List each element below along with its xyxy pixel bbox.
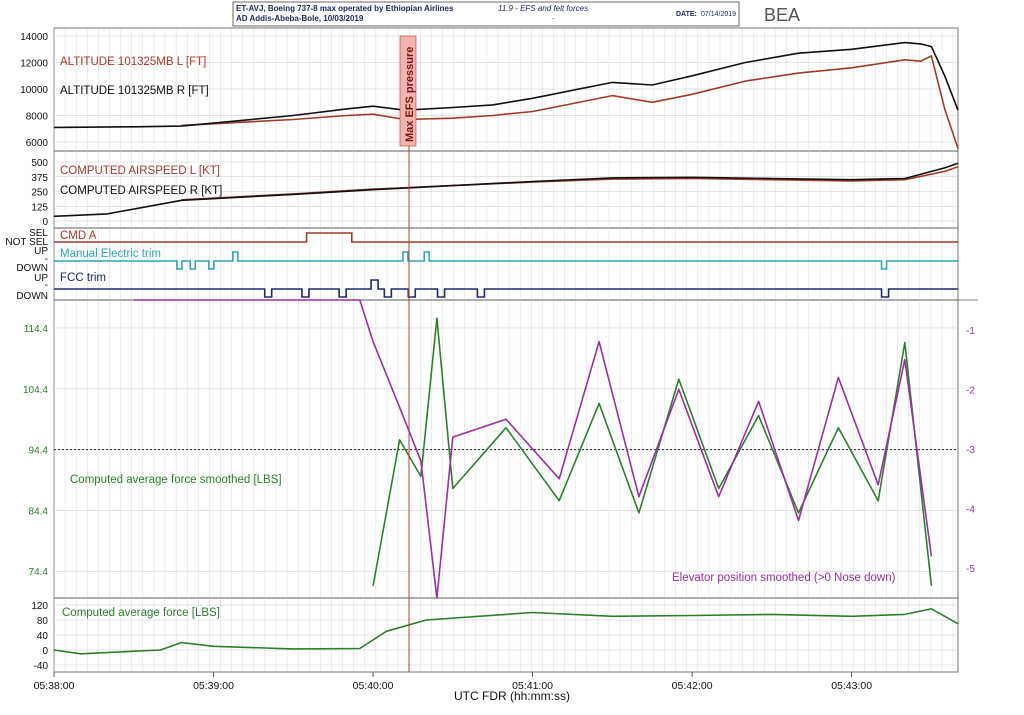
- line-airspeed-r: [53, 162, 959, 218]
- label-altitude-r: ALTITUDE 101325MB R [FT]: [60, 85, 209, 97]
- ytick-force: 80: [37, 616, 49, 627]
- line-force: [53, 608, 959, 655]
- header: ET-AVJ, Boeing 737-8 max operated by Eth…: [232, 1, 800, 27]
- ytick-discrete: UP: [34, 273, 48, 284]
- line-elevator: [133, 299, 933, 599]
- ytick-discrete: UP: [34, 246, 48, 257]
- xtick-label: 05:41:00: [512, 680, 553, 692]
- ytick-elevator: -3: [966, 445, 975, 456]
- ytick-force-smoothed: 114.4: [24, 324, 49, 335]
- x-axis-label: UTC FDR (hh:mm:ss): [454, 689, 570, 703]
- ytick-discrete: DOWN: [16, 291, 48, 302]
- ytick-elevator: -4: [966, 505, 975, 516]
- ytick-force-smoothed: 74.4: [29, 567, 49, 578]
- series-labels: ALTITUDE 101325MB L [FT] ALTITUDE 101325…: [60, 56, 896, 619]
- label-cmd-a: CMD A: [60, 230, 97, 242]
- figure-title: 11.9 - EFS and felt forces: [498, 4, 588, 13]
- ytick-airspeed: 250: [31, 188, 48, 199]
- label-elevator: Elevator position smoothed (>0 Nose down…: [672, 572, 896, 584]
- line-force-smoothed: [372, 317, 933, 586]
- ytick-discrete: SEL: [29, 228, 48, 239]
- ytick-airspeed: 500: [31, 158, 48, 169]
- ytick-force: 0: [42, 646, 48, 657]
- date-value: 07/14/2019: [701, 11, 736, 18]
- label-airspeed-l: COMPUTED AIRSPEED L [KT]: [60, 165, 220, 177]
- ytick-force: 40: [37, 631, 49, 642]
- header-dash: -: [552, 16, 555, 23]
- label-fcc-trim: FCC trim: [60, 272, 106, 284]
- ytick-altitude: 10000: [20, 85, 48, 96]
- grid-lines: [53, 28, 958, 672]
- xtick-label: 05:40:00: [353, 680, 394, 692]
- label-altitude-l: ALTITUDE 101325MB L [FT]: [60, 56, 206, 68]
- ytick-altitude: 8000: [26, 112, 49, 123]
- max-efs-marker: Max EFS pressure: [399, 35, 417, 672]
- ytick-force-smoothed: 84.4: [29, 506, 49, 517]
- ytick-force: 120: [31, 601, 48, 612]
- line-altitude-l: [181, 55, 959, 149]
- date-label: DATE:: [676, 11, 697, 18]
- max-efs-label: Max EFS pressure: [404, 47, 416, 142]
- ytick-discrete: -: [45, 254, 48, 265]
- label-airspeed-r: COMPUTED AIRSPEED R [KT]: [60, 185, 222, 197]
- ytick-airspeed: 375: [31, 173, 48, 184]
- ytick-discrete: -: [45, 280, 48, 291]
- ytick-altitude: 6000: [26, 138, 49, 149]
- ytick-discrete: DOWN: [16, 263, 48, 274]
- panel-frame-4: [53, 299, 959, 599]
- bea-logo: BEA: [764, 5, 800, 25]
- ytick-altitude: 14000: [20, 32, 48, 43]
- x-axis-ticks: 05:38:00 05:39:00 05:40:00 05:41:00 05:42:00…: [34, 672, 872, 692]
- ytick-airspeed: 125: [31, 202, 48, 213]
- chart-series: [53, 41, 959, 655]
- xtick-label: 05:42:00: [672, 680, 713, 692]
- line-fcc-trim: [54, 279, 958, 298]
- ytick-airspeed: 0: [42, 217, 48, 228]
- line-manual-trim: [54, 251, 958, 270]
- line-altitude-r: [53, 41, 959, 129]
- ytick-altitude: 12000: [20, 59, 48, 70]
- label-force: Computed average force [LBS]: [62, 607, 220, 619]
- line-cmd-a: [54, 232, 958, 243]
- xtick-label: 05:43:00: [831, 680, 872, 692]
- ytick-force-smoothed: 104.4: [23, 385, 48, 396]
- aircraft-line1: ET-AVJ, Boeing 737-8 max operated by Eth…: [236, 4, 454, 13]
- ytick-discrete: NOT SEL: [5, 237, 48, 248]
- xtick-label: 05:38:00: [34, 680, 75, 692]
- ytick-force: -40: [34, 661, 49, 672]
- aircraft-line2: AD Addis-Abeba-Bole, 10/03/2019: [236, 14, 364, 23]
- ytick-elevator: -5: [966, 564, 975, 575]
- ytick-force-smoothed: 94.4: [29, 446, 49, 457]
- ytick-elevator: -2: [966, 385, 975, 396]
- y-axis-ticks: 140001200010000800060005003752501250SELN…: [5, 32, 975, 672]
- ytick-elevator: -1: [966, 326, 975, 337]
- label-manual-trim: Manual Electric trim: [60, 248, 161, 260]
- label-force-smoothed: Computed average force smoothed [LBS]: [70, 474, 282, 486]
- xtick-label: 05:39:00: [193, 680, 234, 692]
